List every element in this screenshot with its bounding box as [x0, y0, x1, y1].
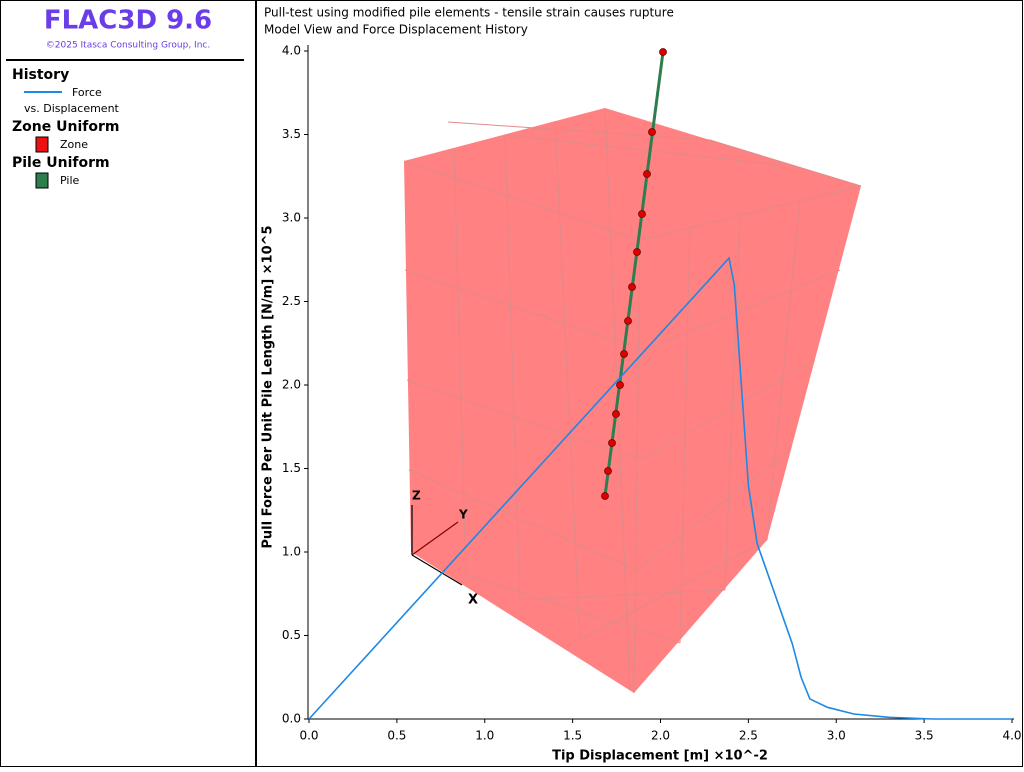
x-axis-label: Tip Displacement [m] ×10^-2: [552, 749, 768, 764]
pile-nodes: [601, 48, 667, 500]
legend-item: vs. Displacement: [24, 102, 120, 115]
legend-item: Zone: [60, 138, 88, 151]
axis-label-y: Y: [458, 508, 468, 522]
legend-heading: Pile Uniform: [12, 155, 110, 171]
y-tick-label: 2.5: [282, 294, 301, 308]
pile: [603, 51, 665, 497]
x-tick-label: 1.0: [475, 729, 494, 743]
x-tick-label: 3.5: [915, 729, 934, 743]
x-tick-label: 4.0: [1002, 729, 1021, 743]
x-tick-label: 0.5: [387, 729, 406, 743]
app-title: FLAC3D 9.6: [44, 6, 212, 36]
y-tick-label: 1.0: [282, 545, 301, 559]
legend-item: Pile: [60, 174, 80, 187]
x-tick-label: 3.0: [827, 729, 846, 743]
legend-panel: [0, 0, 256, 767]
legend-swatch: [35, 172, 49, 189]
chart-title: Pull-test using modified pile elements -…: [264, 6, 674, 20]
y-tick-label: 3.0: [282, 211, 301, 225]
model-view: X Y Z: [403, 48, 862, 694]
y-tick-label: 3.5: [282, 127, 301, 141]
x-tick-label: 0.0: [299, 729, 318, 743]
x-tick-label: 2.5: [739, 729, 758, 743]
force-line: [308, 256, 1012, 720]
legend-heading: History: [12, 67, 69, 83]
legend-item: Force: [72, 86, 102, 99]
y-tick-label: 1.5: [282, 461, 301, 475]
legend-swatch: [35, 136, 49, 153]
axis-label-z: Z: [412, 489, 421, 503]
y-tick-label: 4.0: [282, 44, 301, 58]
copyright: ©2025 Itasca Consulting Group, Inc.: [46, 41, 210, 51]
y-tick-label: 2.0: [282, 378, 301, 392]
axes-triad: [411, 505, 463, 586]
y-axis-label: Pull Force Per Unit Pile Length [N/m] ×1…: [261, 225, 276, 548]
x-tick-label: 2.0: [651, 729, 670, 743]
axis-label-x: X: [468, 593, 478, 608]
y-tick-label: 0.0: [282, 712, 301, 726]
chart-subtitle: Model View and Force Displacement Histor…: [264, 23, 528, 37]
y-tick-label: 0.5: [282, 628, 301, 642]
x-tick-label: 1.5: [563, 729, 582, 743]
legend-heading: Zone Uniform: [12, 119, 119, 135]
